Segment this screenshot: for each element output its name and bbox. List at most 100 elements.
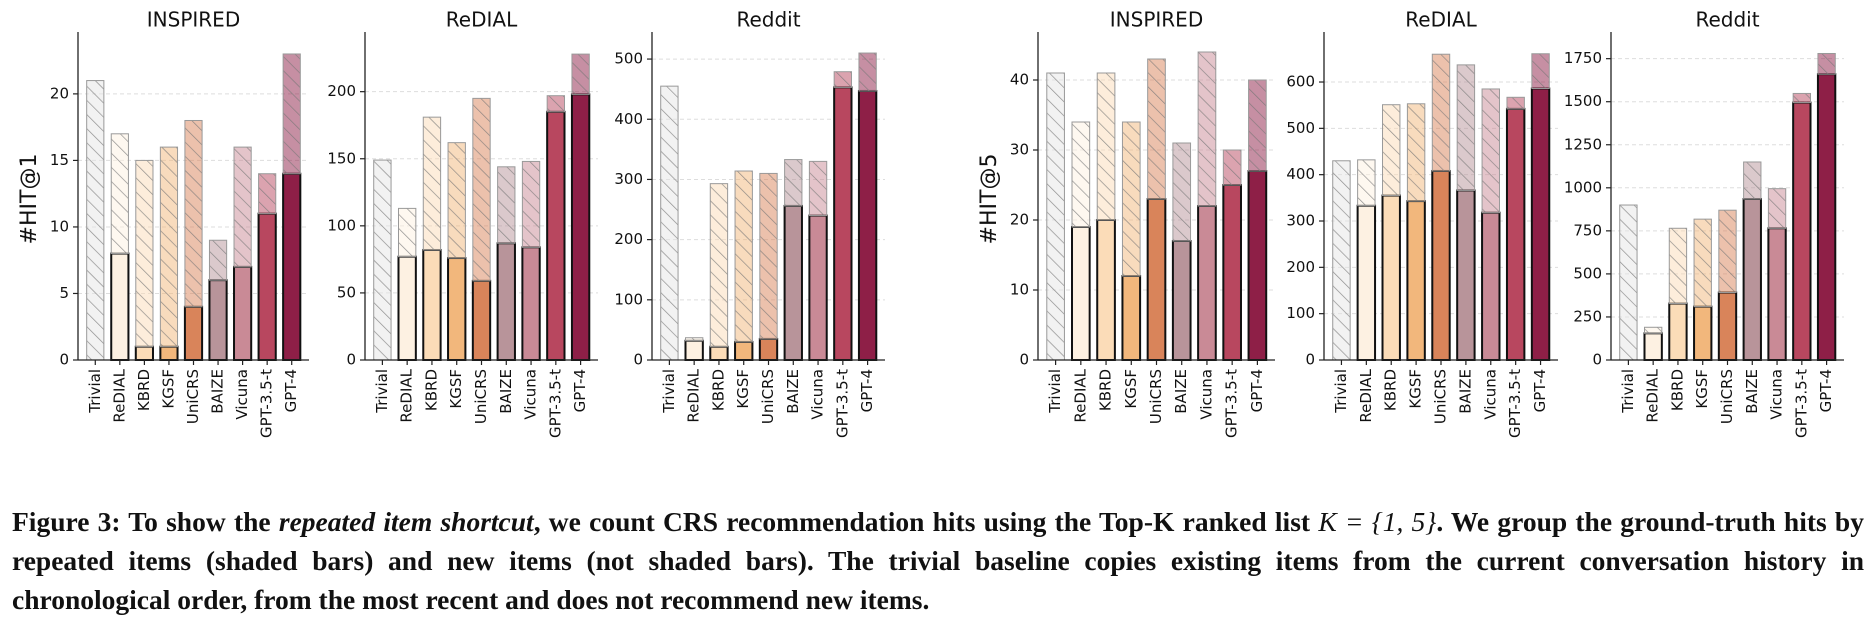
new-bar xyxy=(1197,205,1217,361)
new-bar xyxy=(758,337,779,361)
repeated-bar xyxy=(1096,72,1116,221)
repeated-bar xyxy=(1382,104,1401,197)
x-tick-label: ReDIAL xyxy=(398,368,416,422)
repeated-bar xyxy=(784,159,803,207)
new-bar xyxy=(1171,240,1192,361)
x-tick-label: UniCRS xyxy=(759,369,777,424)
repeated-bar xyxy=(808,160,828,217)
new-bar xyxy=(208,279,228,361)
repeated-bar xyxy=(1121,121,1141,277)
new-bar xyxy=(1247,170,1268,361)
caption-text: To show the xyxy=(128,506,271,537)
caption-label: Figure 3: xyxy=(12,506,121,537)
new-bar xyxy=(496,242,516,361)
y-tick-label: 0 xyxy=(1305,351,1315,369)
repeated-bar xyxy=(447,142,466,259)
caption-text: . We group the ground-truth hits by repe… xyxy=(12,506,1864,615)
subplot-title: ReDIAL xyxy=(446,8,518,32)
repeated-bar xyxy=(759,172,778,340)
repeated-bar xyxy=(1743,161,1762,200)
repeated-bar xyxy=(282,53,301,175)
x-tick-label: ReDIAL xyxy=(110,368,128,422)
repeated-bar xyxy=(422,116,442,251)
x-tick-label: Trivial xyxy=(1332,369,1350,414)
y-tick-label: 0 xyxy=(633,351,643,369)
new-bar xyxy=(282,172,302,361)
x-tick-label: Vicuna xyxy=(1768,369,1786,420)
new-bar xyxy=(833,86,853,361)
y-tick-label: 50 xyxy=(337,283,356,301)
y-tick-label: 1750 xyxy=(1564,49,1602,67)
repeated-bar xyxy=(833,71,853,88)
y-tick-label: 30 xyxy=(1010,141,1029,159)
repeated-bar xyxy=(1431,53,1451,172)
repeated-bar xyxy=(86,80,105,361)
repeated-bar xyxy=(1693,218,1712,308)
x-tick-label: GPT-3.5-t xyxy=(258,369,276,438)
y-axis-label: #HIT@1 xyxy=(17,154,42,245)
x-tick-label: Trivial xyxy=(1046,369,1064,414)
y-tick-label: 1500 xyxy=(1564,92,1602,110)
new-bar xyxy=(1742,198,1762,361)
x-tick-label: BAIZE xyxy=(1172,369,1190,414)
x-tick-label: UniCRS xyxy=(1718,369,1736,424)
x-tick-label: GPT-3.5-t xyxy=(546,369,564,438)
x-tick-label: Trivial xyxy=(660,369,678,414)
x-tick-label: UniCRS xyxy=(1432,369,1450,424)
subplot-title: ReDIAL xyxy=(1405,8,1477,32)
repeated-bar xyxy=(1357,159,1376,207)
new-bar xyxy=(808,214,828,361)
y-tick-label: 0 xyxy=(1592,351,1602,369)
y-tick-label: 5 xyxy=(59,284,69,302)
y-tick-label: 400 xyxy=(614,110,643,128)
new-bar xyxy=(1381,194,1401,361)
new-bar xyxy=(1121,275,1142,361)
x-tick-label: BAIZE xyxy=(209,369,227,414)
new-bar xyxy=(1406,200,1426,361)
new-bar xyxy=(110,252,130,362)
chart: INSPIRED #HIT@1 0 5 10 15 20 Trivial ReDIAL KBRD K… xyxy=(17,8,1844,438)
repeated-bar xyxy=(709,183,729,348)
caption-emphasis: repeated item shortcut xyxy=(278,506,534,537)
x-tick-label: BAIZE xyxy=(497,369,515,414)
repeated-bar xyxy=(497,166,516,244)
x-tick-label: BAIZE xyxy=(1743,369,1761,414)
new-bar xyxy=(1505,107,1526,361)
x-tick-label: GPT-4 xyxy=(1531,369,1549,412)
y-tick-label: 10 xyxy=(1010,281,1029,299)
new-bar xyxy=(1146,198,1167,361)
new-bar xyxy=(1643,332,1663,361)
x-tick-label: KBRD xyxy=(1668,369,1686,411)
new-bar xyxy=(1481,211,1501,361)
y-tick-label: 20 xyxy=(50,84,69,102)
repeated-bar xyxy=(1046,72,1065,361)
y-tick-label: 0 xyxy=(346,351,356,369)
repeated-bar xyxy=(184,119,203,308)
y-tick-label: 200 xyxy=(327,82,356,100)
new-bar xyxy=(183,305,204,361)
repeated-bar xyxy=(546,95,566,113)
x-tick-label: KGSF xyxy=(159,369,177,409)
repeated-bar xyxy=(1643,326,1663,334)
new-bar xyxy=(546,110,566,361)
y-tick-label: 100 xyxy=(327,216,356,234)
x-tick-label: GPT-3.5-t xyxy=(833,369,851,438)
new-bar xyxy=(857,89,878,362)
y-tick-label: 500 xyxy=(1286,119,1315,137)
new-bar xyxy=(709,345,729,362)
x-tick-label: Trivial xyxy=(373,369,391,414)
repeated-bar xyxy=(159,146,179,348)
subplot-title: Reddit xyxy=(1695,8,1759,32)
repeated-bar xyxy=(1332,160,1351,361)
x-tick-label: ReDIAL xyxy=(1357,368,1375,422)
new-bar xyxy=(1767,227,1787,361)
x-tick-label: GPT-4 xyxy=(1817,369,1835,412)
new-bar xyxy=(1792,101,1812,361)
new-bar xyxy=(257,212,277,361)
x-tick-label: Vicuna xyxy=(1197,369,1215,420)
repeated-bar xyxy=(521,160,541,248)
repeated-bar xyxy=(1619,204,1638,361)
y-tick-label: 100 xyxy=(1286,304,1315,322)
x-tick-label: KGSF xyxy=(1407,369,1425,409)
repeated-bar xyxy=(1147,58,1166,200)
